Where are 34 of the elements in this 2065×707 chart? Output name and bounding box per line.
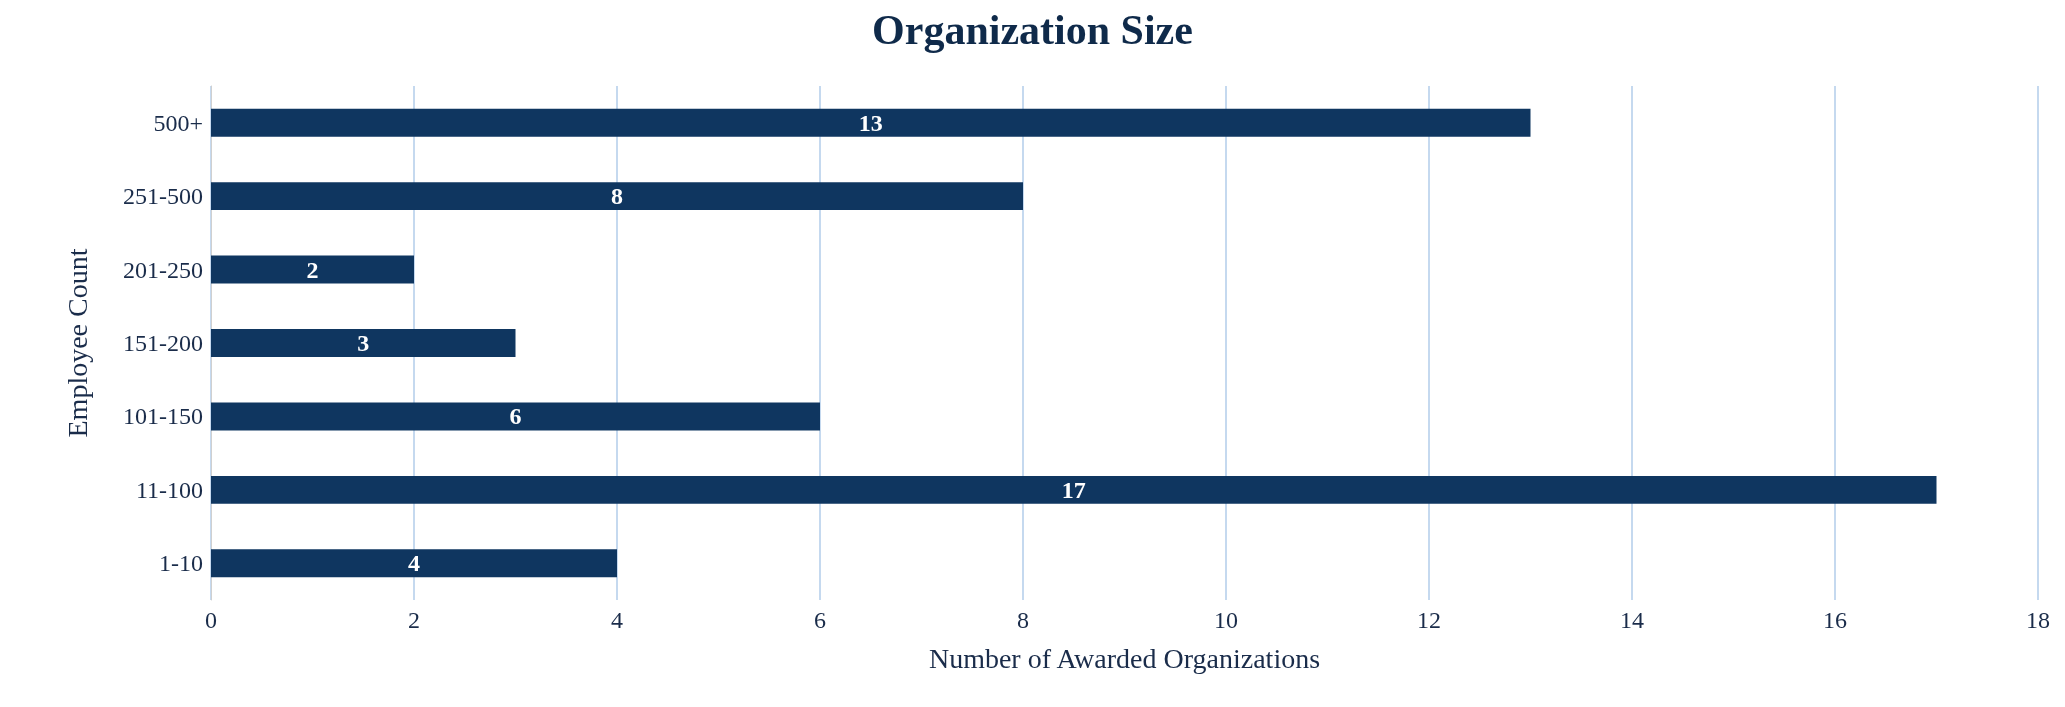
y-tick-label: 11-100: [135, 476, 203, 503]
bar: [211, 182, 1023, 211]
data-label: 3: [357, 330, 370, 356]
y-tick-label: 101-150: [123, 403, 203, 430]
bar: [211, 402, 820, 431]
x-tick-label: 16: [1823, 607, 1847, 633]
x-tick-label: 10: [1214, 607, 1238, 633]
x-tick-label: 6: [814, 607, 826, 633]
y-tick-label: 1-10: [159, 550, 203, 577]
y-tick-label: 151-200: [123, 330, 203, 356]
data-label: 8: [611, 183, 623, 210]
y-tick-label: 500+: [153, 109, 203, 136]
x-tick-label: 14: [1620, 607, 1644, 633]
x-axis-title: Number of Awarded Organizations: [928, 642, 1321, 674]
data-label: 2: [306, 256, 319, 283]
y-tick-label: 251-500: [123, 183, 203, 210]
bar: [211, 329, 516, 357]
x-tick-label: 4: [611, 607, 623, 633]
x-tick-label: 0: [205, 607, 217, 633]
bar: [211, 108, 1531, 137]
bar: [211, 255, 414, 284]
x-tick-label: 8: [1017, 607, 1029, 633]
x-tick-label: 2: [408, 607, 420, 633]
y-tick-label: 201-250: [123, 256, 203, 283]
y-axis-title: Employee Count: [61, 248, 93, 438]
bar: [211, 475, 1937, 504]
x-tick-label: 18: [2026, 607, 2050, 633]
data-label: 4: [408, 550, 420, 577]
chart-title: Organization Size: [872, 7, 1193, 53]
x-tick-label: 12: [1417, 607, 1441, 633]
data-label: 13: [858, 109, 883, 136]
data-label: 6: [509, 403, 522, 430]
data-label: 17: [1061, 476, 1086, 503]
bar: [211, 549, 617, 578]
